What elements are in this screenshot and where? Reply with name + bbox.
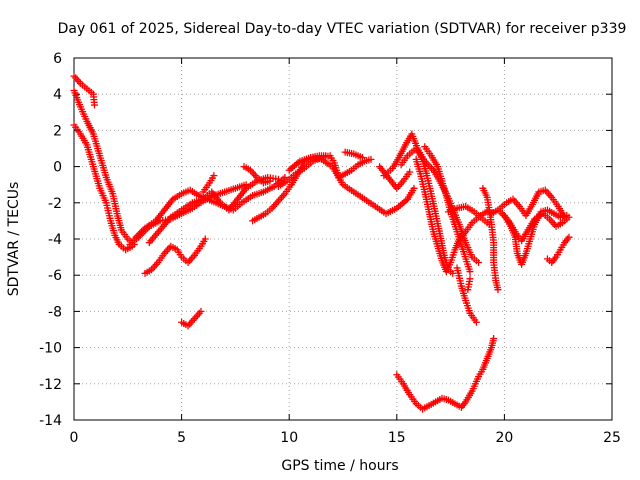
- data-point: [90, 101, 98, 109]
- grid: [74, 58, 612, 420]
- series-arc-a: [70, 72, 98, 109]
- series-arc-u: [453, 264, 480, 326]
- y-tick-label: 6: [53, 51, 62, 67]
- x-tick-label: 15: [388, 430, 406, 446]
- data-point: [466, 268, 474, 276]
- data-point: [475, 259, 483, 267]
- data-point: [406, 168, 414, 176]
- y-tick-label: -14: [39, 413, 62, 429]
- data-point: [565, 233, 573, 241]
- y-tick-label: -6: [48, 268, 62, 284]
- data-point: [490, 335, 498, 343]
- data-point: [410, 184, 418, 192]
- y-tick-label: 4: [53, 87, 62, 103]
- data-point: [472, 318, 480, 326]
- series-arc-ab: [393, 335, 498, 413]
- y-tick-label: 2: [53, 123, 62, 139]
- x-tick-label: 10: [280, 430, 298, 446]
- series-arc-g: [141, 235, 209, 277]
- series-arc-z: [498, 210, 573, 245]
- data-point: [367, 155, 375, 163]
- series-arc-n: [341, 148, 366, 162]
- y-tick-label: -8: [48, 304, 62, 320]
- x-axis-label: GPS time / hours: [281, 458, 398, 474]
- x-tick-label: 0: [70, 430, 79, 446]
- data-point: [274, 175, 282, 183]
- data-point: [494, 286, 502, 294]
- data-point: [358, 154, 366, 162]
- y-tick-label: -2: [48, 196, 62, 212]
- data-point: [197, 307, 205, 315]
- data-point: [210, 172, 218, 180]
- series-arc-h: [178, 307, 205, 330]
- series-arc-k: [240, 163, 274, 187]
- series-arc-t: [444, 202, 493, 229]
- x-tick-label: 20: [495, 430, 513, 446]
- y-tick-label: -12: [39, 377, 62, 393]
- series-arc-i: [199, 172, 218, 196]
- series-arc-c: [70, 121, 136, 254]
- axis-ticks: 0 5 10 15 20 25 -14 -12 -10 -8 -6 -4 -2 0 2 4 6: [39, 51, 621, 446]
- series-arc-aa: [543, 233, 573, 267]
- x-tick-label: 25: [603, 430, 621, 446]
- data-point: [266, 177, 274, 185]
- data-point: [565, 213, 573, 221]
- series-arc-w: [479, 184, 502, 294]
- series-arc-j: [249, 152, 330, 225]
- x-tick-label: 5: [177, 430, 186, 446]
- y-tick-label: 0: [53, 160, 62, 176]
- data-point: [201, 235, 209, 243]
- y-tick-label: -4: [48, 232, 62, 248]
- chart-title: Day 061 of 2025, Sidereal Day-to-day VTE…: [58, 21, 627, 37]
- series-arc-m: [285, 154, 418, 218]
- series-arc-r: [412, 155, 493, 276]
- series-arc-b: [70, 87, 138, 248]
- series-arc-v: [464, 275, 474, 294]
- y-axis-label: SDTVAR / TECUs: [6, 182, 22, 297]
- y-tick-label: -10: [39, 341, 62, 357]
- data-point: [466, 275, 474, 283]
- series-arc-y: [496, 186, 569, 221]
- data-points: [70, 72, 573, 413]
